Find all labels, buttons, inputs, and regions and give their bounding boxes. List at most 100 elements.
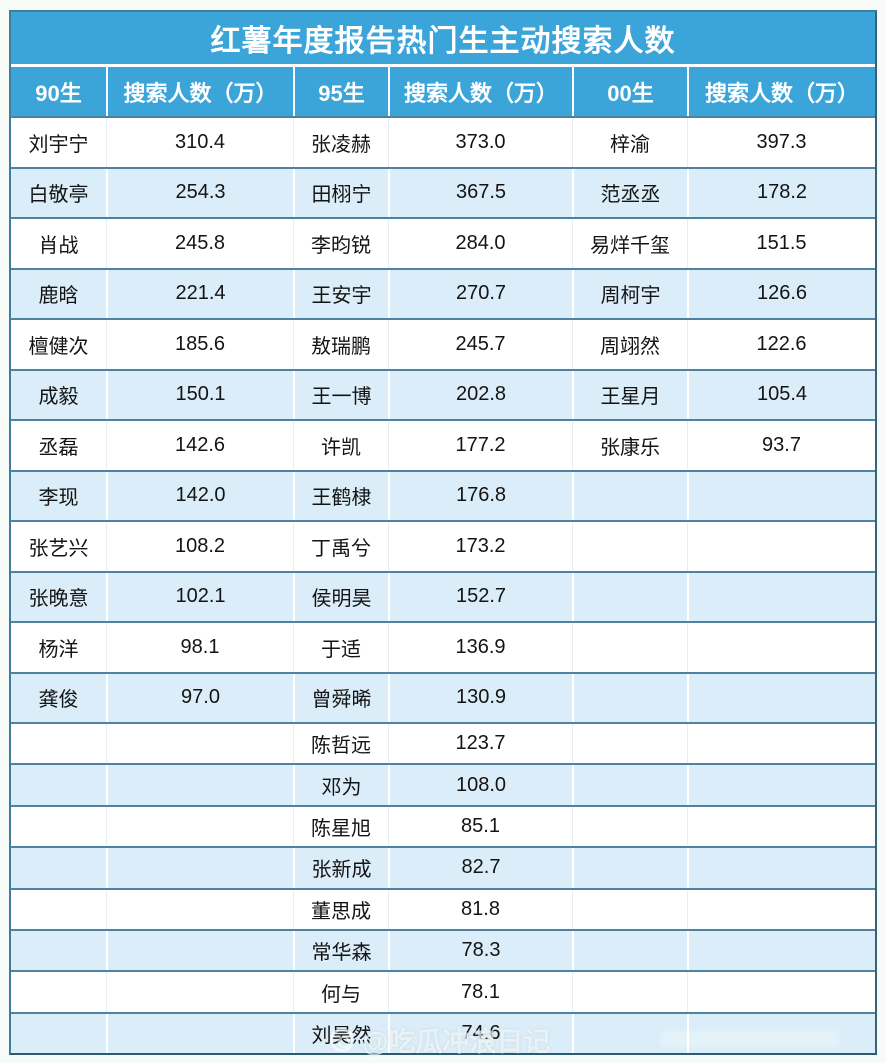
search-count-cell [687, 673, 875, 722]
table-row: 张晚意 102.1 侯明昊 152.7 [11, 570, 875, 621]
table-row: 李现 142.0 王鹤棣 176.8 [11, 469, 875, 520]
celebrity-name-cell [572, 724, 687, 764]
search-count-cell: 202.8 [388, 370, 572, 419]
table-row: 鹿晗 221.4 王安宇 270.7 周柯宇 126.6 [11, 267, 875, 318]
table-row: 刘昊然 74.6 [11, 1011, 875, 1054]
celebrity-name-cell: 陈哲远 [293, 724, 388, 764]
celebrity-name-cell: 檀健次 [28, 335, 89, 358]
celebrity-name-cell: 张凌赫 [293, 118, 388, 167]
celebrity-name-cell: 丞磊 [38, 436, 79, 459]
search-count-cell: 108.0 [388, 765, 572, 805]
search-report-table: 红薯年度报告热门生主动搜索人数 90生 搜索人数（万） 95生 搜索人数（万） … [9, 10, 877, 1056]
search-count-cell [687, 972, 875, 1012]
search-count-cell [687, 623, 875, 672]
table-body: 刘宇宁 310.4 张凌赫 373.0 梓渝 397.3 白敬亭 254.3 田栩宁 367.5 范… [11, 116, 875, 1054]
celebrity-name-cell [11, 931, 106, 970]
table-row: 刘宇宁 310.4 张凌赫 373.0 梓渝 397.3 [11, 116, 875, 167]
search-count-cell [106, 1013, 293, 1054]
search-count-cell: 221.4 [106, 269, 293, 318]
search-count-cell: 245.8 [106, 219, 293, 268]
search-count-cell: 245.7 [388, 320, 572, 369]
celebrity-name-cell: 邓为 [293, 765, 388, 805]
celebrity-name-cell: 田栩宁 [293, 168, 388, 217]
search-count-cell: 176.8 [388, 471, 572, 520]
column-header-95s-count: 搜索人数（万） [388, 67, 572, 116]
search-count-cell: 310.4 [106, 118, 293, 167]
celebrity-name-cell: 于适 [293, 623, 388, 672]
celebrity-name-cell: 肖战 [38, 234, 79, 257]
search-count-cell: 177.2 [388, 421, 572, 470]
search-count-cell: 93.7 [687, 421, 875, 470]
column-header-90s: 90生 [35, 80, 82, 106]
celebrity-name-cell [572, 806, 687, 847]
celebrity-name-cell [572, 572, 687, 621]
search-count-cell [106, 889, 293, 929]
table-row: 张艺兴 108.2 丁禹兮 173.2 [11, 520, 875, 571]
celebrity-name-cell [572, 1013, 687, 1054]
celebrity-name-cell: 范丞丞 [572, 168, 687, 217]
search-count-cell [687, 572, 875, 621]
search-count-cell [106, 848, 293, 888]
celebrity-name-cell [11, 848, 106, 887]
table-row: 常华森 78.3 [11, 928, 875, 971]
celebrity-name-cell: 王一博 [293, 370, 388, 419]
celebrity-name-cell [572, 522, 687, 571]
search-count-cell: 97.0 [106, 673, 293, 722]
celebrity-name-cell [572, 930, 687, 971]
search-count-cell: 105.4 [687, 370, 875, 419]
search-count-cell: 185.6 [106, 320, 293, 369]
search-count-cell: 130.9 [388, 673, 572, 722]
celebrity-name-cell: 周翊然 [572, 320, 687, 369]
search-count-cell: 173.2 [388, 522, 572, 571]
search-count-cell [687, 806, 875, 847]
celebrity-name-cell: 张新成 [293, 848, 388, 888]
celebrity-name-cell: 梓渝 [572, 118, 687, 167]
table-row: 陈星旭 85.1 [11, 804, 875, 847]
search-count-cell [106, 972, 293, 1012]
celebrity-name-cell [572, 471, 687, 520]
search-count-cell [106, 806, 293, 847]
search-count-cell: 142.6 [106, 421, 293, 470]
search-count-cell: 123.7 [388, 724, 572, 764]
search-count-cell [687, 765, 875, 805]
search-count-cell: 82.7 [388, 848, 572, 888]
table-row: 张新成 82.7 [11, 846, 875, 888]
celebrity-name-cell: 刘昊然 [293, 1013, 388, 1054]
search-count-cell: 254.3 [106, 168, 293, 217]
celebrity-name-cell [572, 972, 687, 1012]
search-count-cell [687, 848, 875, 888]
search-count-cell [687, 724, 875, 764]
table-row: 何与 78.1 [11, 970, 875, 1012]
search-count-cell: 98.1 [106, 623, 293, 672]
celebrity-name-cell: 常华森 [293, 930, 388, 971]
search-count-cell: 367.5 [388, 168, 572, 217]
table-row: 杨洋 98.1 于适 136.9 [11, 621, 875, 672]
celebrity-name-cell [11, 765, 106, 804]
celebrity-name-cell [11, 724, 106, 763]
column-header-95s: 95生 [293, 67, 388, 116]
celebrity-name-cell: 丁禹兮 [293, 522, 388, 571]
search-count-cell: 85.1 [388, 806, 572, 847]
celebrity-name-cell: 曾舜晞 [293, 673, 388, 722]
celebrity-name-cell [572, 765, 687, 805]
search-count-cell: 78.3 [388, 930, 572, 971]
celebrity-name-cell: 敖瑞鹏 [293, 320, 388, 369]
celebrity-name-cell [572, 889, 687, 929]
search-count-cell [106, 765, 293, 805]
celebrity-name-cell: 陈星旭 [293, 806, 388, 847]
search-count-cell [687, 889, 875, 929]
search-count-cell: 284.0 [388, 219, 572, 268]
table-row: 邓为 108.0 [11, 763, 875, 805]
celebrity-name-cell: 刘宇宁 [28, 133, 89, 156]
search-count-cell: 397.3 [687, 118, 875, 167]
table-row: 肖战 245.8 李昀锐 284.0 易烊千玺 151.5 [11, 217, 875, 268]
search-count-cell: 81.8 [388, 889, 572, 929]
celebrity-name-cell: 王星月 [572, 370, 687, 419]
search-count-cell [106, 724, 293, 764]
celebrity-name-cell: 张艺兴 [28, 537, 89, 560]
table-row: 陈哲远 123.7 [11, 722, 875, 764]
celebrity-name-cell: 董思成 [293, 889, 388, 929]
search-count-cell: 142.0 [106, 471, 293, 520]
celebrity-name-cell: 周柯宇 [572, 269, 687, 318]
column-header-00s: 00生 [572, 67, 687, 116]
